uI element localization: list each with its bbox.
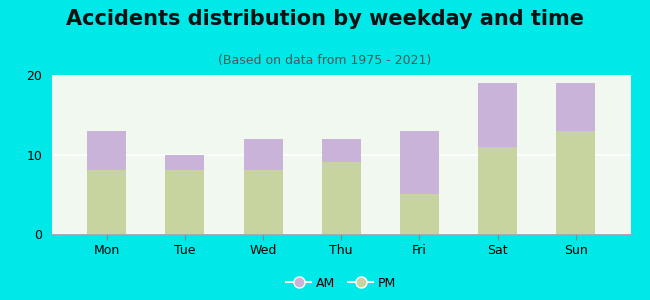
- Bar: [244, 139, 283, 170]
- Bar: [244, 170, 283, 234]
- Bar: [478, 83, 517, 147]
- Bar: [87, 131, 126, 170]
- Bar: [322, 163, 361, 234]
- Text: Accidents distribution by weekday and time: Accidents distribution by weekday and ti…: [66, 9, 584, 29]
- Bar: [556, 83, 595, 131]
- Legend: AM, PM: AM, PM: [281, 272, 401, 295]
- Bar: [556, 131, 595, 234]
- Bar: [322, 139, 361, 163]
- Bar: [400, 131, 439, 194]
- Bar: [400, 194, 439, 234]
- Bar: [87, 170, 126, 234]
- Bar: [165, 154, 205, 170]
- Bar: [165, 170, 205, 234]
- Bar: [478, 147, 517, 234]
- Text: (Based on data from 1975 - 2021): (Based on data from 1975 - 2021): [218, 54, 432, 67]
